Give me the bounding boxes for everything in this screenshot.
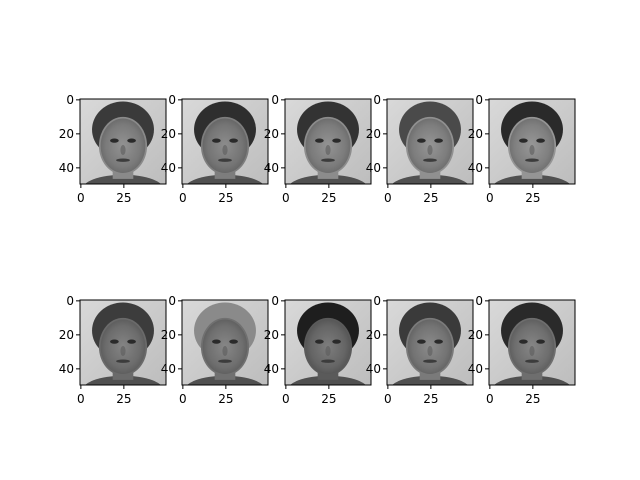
face-panel-1: 0 25 0 20 40 bbox=[161, 93, 269, 205]
x-tick-label: 25 bbox=[525, 191, 540, 205]
y-tick-label: 0 bbox=[475, 294, 483, 308]
axes-frame bbox=[284, 299, 372, 386]
y-tick-label: 40 bbox=[468, 161, 483, 175]
y-tick-label: 20 bbox=[59, 127, 74, 141]
x-tick-label: 0 bbox=[77, 191, 85, 205]
x-tick-label: 0 bbox=[282, 392, 290, 406]
y-tick-label: 40 bbox=[264, 161, 279, 175]
face-image bbox=[387, 99, 473, 184]
x-tick-label: 25 bbox=[218, 392, 233, 406]
face-panel-5: 0 25 0 20 40 bbox=[59, 294, 167, 406]
y-tick-label: 40 bbox=[161, 362, 176, 376]
y-tick-label: 20 bbox=[366, 127, 381, 141]
face-panel-6: 0 25 0 20 40 bbox=[161, 294, 269, 406]
y-tick-label: 0 bbox=[373, 93, 381, 107]
y-tick-label: 0 bbox=[271, 93, 279, 107]
x-tick-label: 25 bbox=[423, 392, 438, 406]
x-tick-label: 25 bbox=[116, 392, 131, 406]
face-panel-3: 0 25 0 20 40 bbox=[366, 93, 474, 205]
y-tick-label: 20 bbox=[161, 127, 176, 141]
axes-frame bbox=[181, 98, 269, 185]
face-image bbox=[182, 300, 268, 385]
x-tick-label: 25 bbox=[116, 191, 131, 205]
face-image bbox=[489, 300, 575, 385]
x-tick-label: 0 bbox=[486, 392, 494, 406]
x-tick-label: 0 bbox=[179, 191, 187, 205]
face-panel-4: 0 25 0 20 40 bbox=[468, 93, 576, 205]
face-image bbox=[80, 300, 166, 385]
y-tick-label: 20 bbox=[264, 127, 279, 141]
y-tick-label: 20 bbox=[468, 328, 483, 342]
y-tick-label: 40 bbox=[366, 161, 381, 175]
face-image bbox=[285, 300, 371, 385]
axes-frame bbox=[284, 98, 372, 185]
x-tick-label: 25 bbox=[218, 191, 233, 205]
x-tick-label: 0 bbox=[384, 392, 392, 406]
x-tick-label: 25 bbox=[321, 191, 336, 205]
y-tick-label: 0 bbox=[66, 294, 74, 308]
face-panel-2: 0 25 0 20 40 bbox=[264, 93, 372, 205]
axes-frame bbox=[488, 299, 576, 386]
face-image bbox=[387, 300, 473, 385]
x-tick-label: 25 bbox=[525, 392, 540, 406]
face-panel-7: 0 25 0 20 40 bbox=[264, 294, 372, 406]
y-tick-label: 40 bbox=[161, 161, 176, 175]
axes-frame bbox=[386, 299, 474, 386]
y-tick-label: 0 bbox=[168, 93, 176, 107]
face-image bbox=[285, 99, 371, 184]
y-tick-label: 0 bbox=[475, 93, 483, 107]
x-tick-label: 0 bbox=[282, 191, 290, 205]
x-tick-label: 0 bbox=[77, 392, 85, 406]
x-tick-label: 25 bbox=[321, 392, 336, 406]
y-tick-label: 20 bbox=[161, 328, 176, 342]
face-panel-9: 0 25 0 20 40 bbox=[468, 294, 576, 406]
y-tick-label: 0 bbox=[271, 294, 279, 308]
y-tick-label: 20 bbox=[59, 328, 74, 342]
y-tick-label: 40 bbox=[264, 362, 279, 376]
face-image bbox=[80, 99, 166, 184]
y-tick-label: 0 bbox=[373, 294, 381, 308]
axes-frame bbox=[181, 299, 269, 386]
y-tick-label: 40 bbox=[59, 161, 74, 175]
axes-frame bbox=[386, 98, 474, 185]
face-panel-0: 0 25 0 20 40 bbox=[59, 93, 167, 205]
x-tick-label: 0 bbox=[384, 191, 392, 205]
x-tick-label: 0 bbox=[179, 392, 187, 406]
y-tick-label: 20 bbox=[264, 328, 279, 342]
face-image bbox=[182, 99, 268, 184]
y-tick-label: 20 bbox=[468, 127, 483, 141]
axes-frame bbox=[79, 98, 167, 185]
axes-frame bbox=[79, 299, 167, 386]
axes-frame bbox=[488, 98, 576, 185]
x-tick-label: 0 bbox=[486, 191, 494, 205]
face-image bbox=[489, 99, 575, 184]
face-panel-8: 0 25 0 20 40 bbox=[366, 294, 474, 406]
x-tick-label: 25 bbox=[423, 191, 438, 205]
y-tick-label: 40 bbox=[366, 362, 381, 376]
y-tick-label: 40 bbox=[468, 362, 483, 376]
y-tick-label: 40 bbox=[59, 362, 74, 376]
y-tick-label: 20 bbox=[366, 328, 381, 342]
y-tick-label: 0 bbox=[168, 294, 176, 308]
y-tick-label: 0 bbox=[66, 93, 74, 107]
